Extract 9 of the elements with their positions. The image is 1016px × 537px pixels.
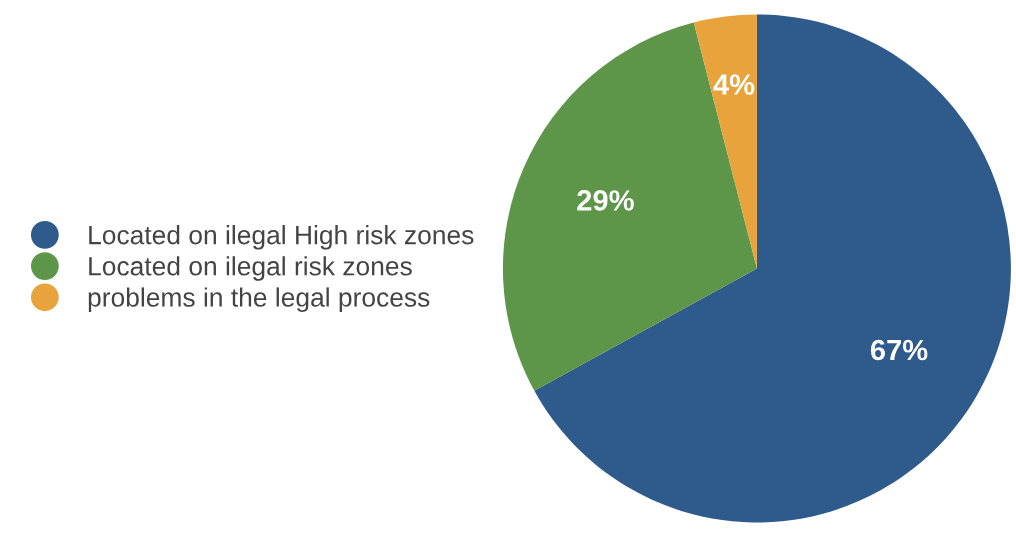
data-label: 67% <box>870 339 928 361</box>
pie-slice <box>693 14 757 269</box>
legend-label: problems in the legal process <box>88 287 430 312</box>
data-label: 29% <box>577 190 634 211</box>
legend-label: Located on ilegal High risk zones <box>89 225 474 250</box>
data-label: 4% <box>713 74 755 95</box>
pie-slice <box>534 14 1011 523</box>
legend-label: Located on ilegal risk zones <box>89 256 412 281</box>
pie-slice <box>502 22 757 391</box>
